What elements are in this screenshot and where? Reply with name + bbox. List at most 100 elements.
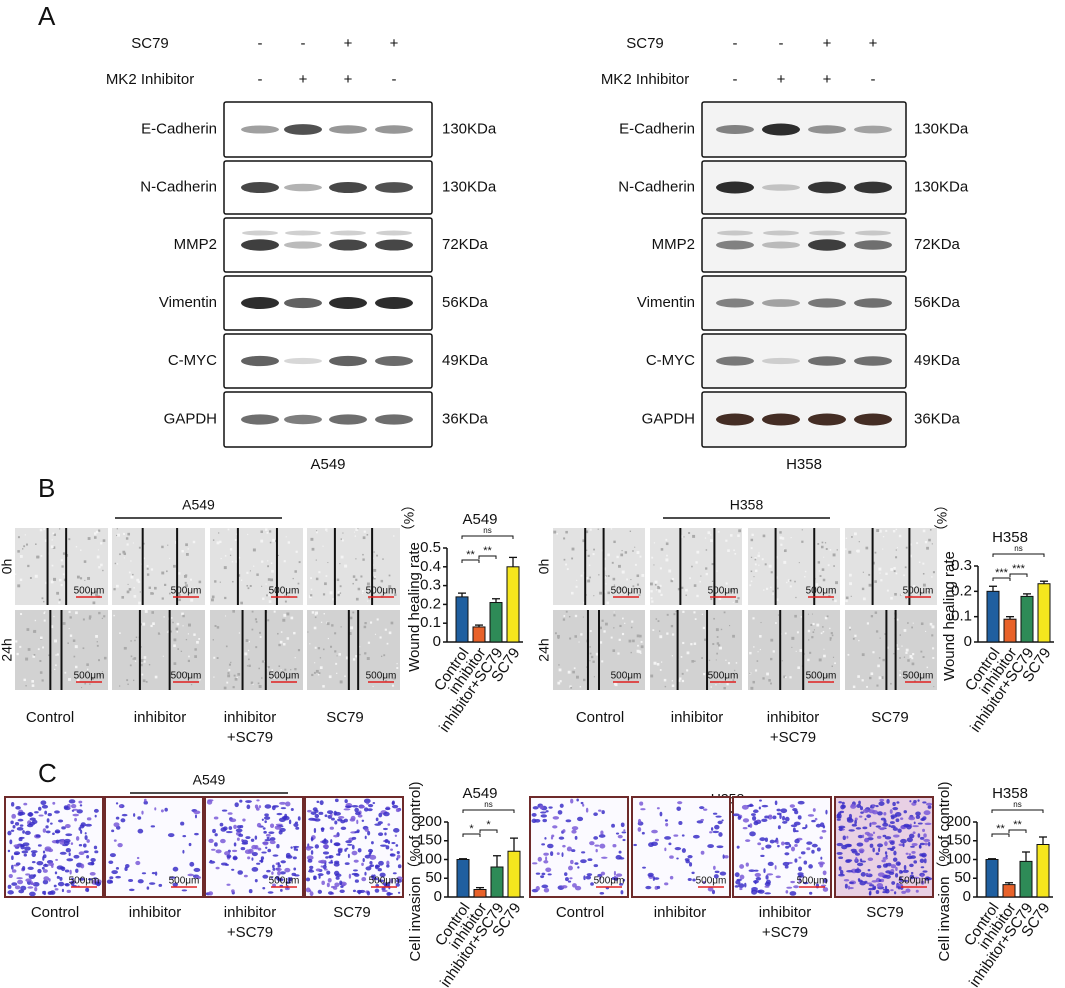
invaded-cell — [31, 852, 37, 858]
invaded-cell — [798, 856, 802, 859]
cell-speck — [185, 584, 188, 587]
invaded-cell — [351, 844, 355, 850]
cell-speck — [226, 681, 229, 684]
cell-speck — [182, 625, 184, 627]
cell-speck — [898, 534, 902, 538]
cell-speck — [145, 681, 148, 683]
wound-image: 500μm — [553, 528, 645, 605]
cell-speck — [31, 680, 35, 683]
invaded-cell — [85, 887, 90, 892]
cell-speck — [102, 569, 104, 572]
invaded-cell — [688, 862, 693, 867]
invaded-cell — [913, 860, 918, 864]
cell-speck — [142, 679, 146, 683]
cell-speck — [799, 649, 803, 652]
invaded-cell — [908, 853, 912, 856]
invaded-cell — [148, 882, 156, 885]
cell-speck — [34, 619, 37, 622]
protein-name: Vimentin — [637, 294, 695, 311]
invaded-cell — [889, 809, 893, 814]
invaded-cell — [700, 850, 705, 855]
invaded-cell — [868, 891, 872, 896]
invaded-cell — [279, 801, 286, 805]
cell-speck — [173, 644, 176, 648]
cell-speck — [169, 557, 171, 560]
invaded-cell — [864, 838, 870, 843]
invaded-cell — [255, 807, 260, 811]
invaded-cell — [363, 807, 369, 812]
invaded-cell — [871, 880, 878, 883]
cell-speck — [234, 677, 238, 681]
cell-speck — [133, 587, 135, 589]
cell-speck — [865, 546, 869, 550]
invaded-cell — [891, 881, 896, 885]
invaded-cell — [128, 879, 134, 883]
cell-speck — [258, 685, 262, 688]
invaded-cell — [313, 875, 316, 880]
invaded-cell — [919, 858, 925, 864]
cell-speck — [823, 654, 826, 658]
cell-speck — [189, 588, 191, 590]
cell-speck — [618, 564, 621, 568]
invaded-cell — [322, 851, 330, 855]
cell-speck — [133, 657, 137, 660]
invaded-cell — [160, 809, 164, 813]
invaded-cell — [797, 815, 802, 820]
cell-speck — [772, 590, 774, 592]
invaded-cell — [857, 834, 864, 839]
cell-speck — [749, 584, 752, 587]
invaded-cell — [386, 864, 390, 868]
cell-speck — [154, 586, 157, 590]
cell-speck — [817, 561, 821, 564]
cell-speck — [845, 537, 848, 539]
invaded-cell — [687, 878, 692, 881]
cell-speck — [340, 555, 344, 559]
invaded-cell — [541, 872, 546, 876]
cell-speck — [130, 655, 133, 658]
cell-speck — [878, 529, 882, 533]
cell-speck — [905, 597, 908, 600]
significance-label: ns — [1013, 800, 1021, 809]
cell-speck — [779, 531, 782, 534]
cell-speck — [885, 529, 888, 532]
invaded-cell — [897, 828, 902, 833]
cell-speck — [749, 672, 751, 674]
cell-speck — [339, 592, 342, 594]
cell-speck — [585, 577, 589, 580]
invaded-cell — [674, 846, 682, 851]
invaded-cell — [276, 878, 283, 881]
cell-speck — [161, 597, 164, 600]
invaded-cell — [31, 860, 36, 864]
invaded-cell — [336, 853, 341, 856]
invaded-cell — [836, 816, 842, 819]
cell-speck — [388, 631, 392, 635]
cell-speck — [759, 635, 762, 638]
cell-speck — [716, 652, 719, 655]
cell-speck — [34, 574, 38, 578]
invaded-cell — [361, 862, 364, 866]
cell-speck — [694, 618, 697, 620]
cell-speck — [681, 679, 685, 683]
y-axis-label: Cell invasion（%of control) — [407, 781, 424, 961]
group-label: Control — [31, 904, 79, 921]
invaded-cell — [777, 825, 781, 830]
cell-speck — [589, 652, 592, 655]
invaded-cell — [665, 822, 669, 827]
invaded-cell — [913, 821, 916, 825]
invaded-cell — [901, 890, 907, 894]
invaded-cell — [182, 835, 187, 838]
invaded-cell — [372, 802, 376, 805]
cell-speck — [632, 639, 635, 643]
cell-speck — [55, 664, 57, 667]
protein-size: 36KDa — [442, 410, 489, 427]
cell-speck — [845, 548, 847, 550]
image-bg — [307, 528, 400, 605]
blot-box — [223, 391, 433, 448]
treatment-label: SC79 — [626, 35, 664, 52]
cell-speck — [267, 565, 270, 568]
invaded-cell — [91, 861, 95, 866]
invaded-cell — [884, 885, 888, 890]
cell-speck — [593, 676, 595, 678]
invaded-cell — [45, 830, 51, 834]
invaded-cell — [653, 877, 660, 880]
